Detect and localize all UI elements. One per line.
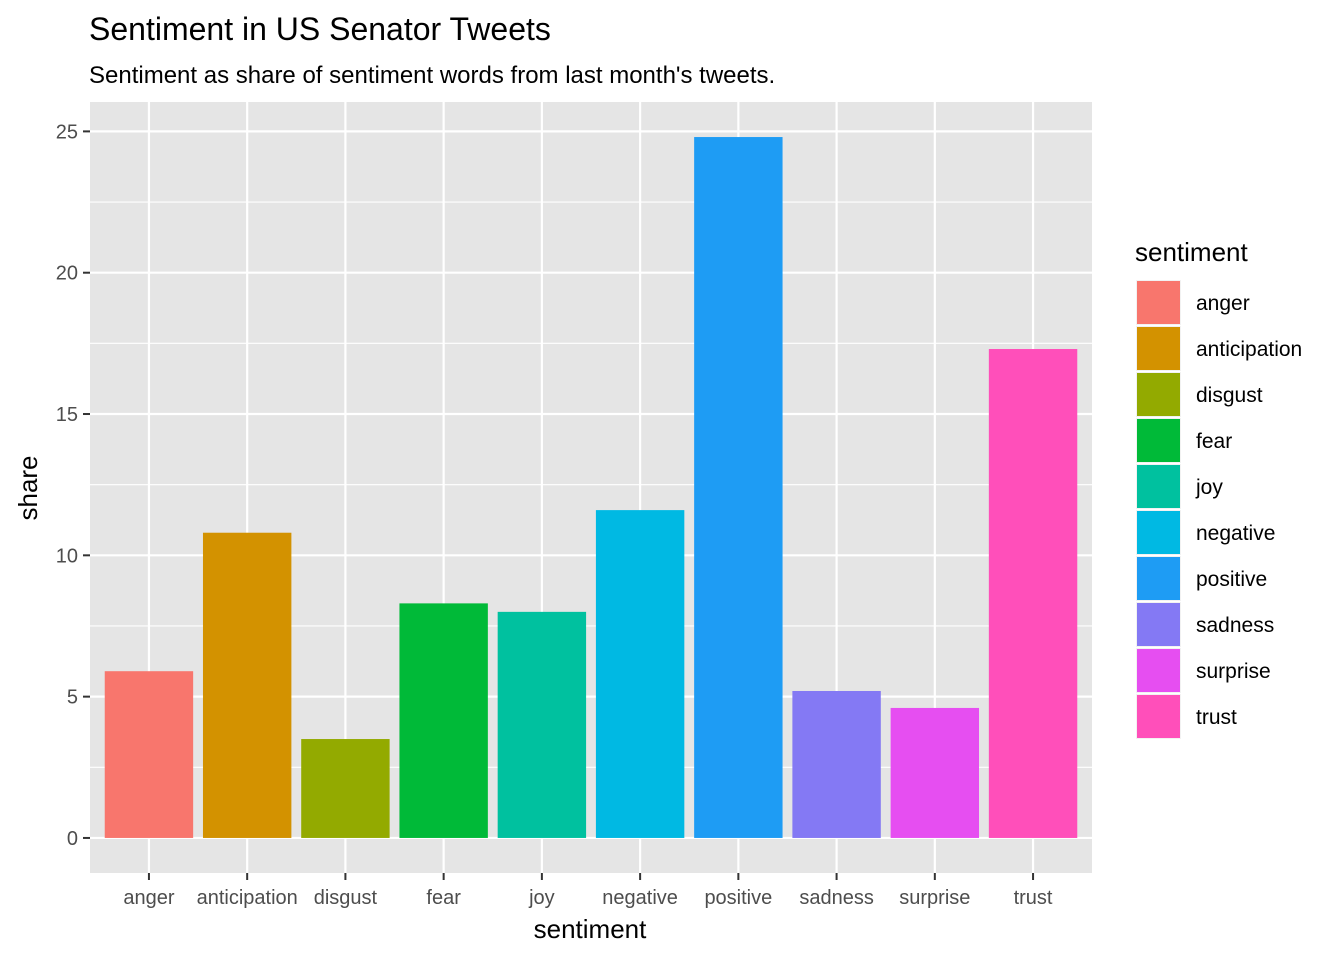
x-tick-label: joy [528,887,555,909]
y-tick-label: 0 [67,828,78,850]
chart-subtitle: Sentiment as share of sentiment words fr… [89,62,775,89]
legend-swatch-positive [1137,557,1180,600]
y-tick-label: 25 [56,121,78,143]
x-tick-label: anticipation [197,887,298,909]
x-axis-title: sentiment [534,914,647,944]
y-tick-label: 15 [56,404,78,426]
bar-anticipation [202,532,292,838]
y-tick-label: 20 [56,263,78,285]
legend: sentiment anger anticipation disgust fear jo… [1135,237,1302,739]
bar-surprise [890,707,980,838]
x-tick-label: negative [602,887,678,909]
x-axis: anger anticipation disgust fear joy negative p… [123,873,1053,909]
x-tick-label: surprise [899,887,970,909]
legend-label-joy: joy [1195,476,1223,499]
legend-label-sadness: sadness [1196,614,1274,637]
bar-fear [399,603,488,838]
legend-label-anger: anger [1196,292,1250,315]
legend-swatch-surprise [1137,649,1180,692]
bar-trust [988,349,1078,838]
x-tick-label: anger [123,887,174,909]
x-tick-label: disgust [314,887,378,909]
x-tick-label: positive [704,887,772,909]
chart-title: Sentiment in US Senator Tweets [89,11,551,47]
legend-swatch-sadness [1137,603,1180,646]
legend-swatch-disgust [1137,373,1180,416]
legend-label-surprise: surprise [1196,660,1271,683]
x-tick-label: trust [1014,887,1053,909]
legend-title: sentiment [1135,237,1248,267]
bar-disgust [301,739,390,838]
y-tick-label: 5 [67,687,78,709]
legend-swatch-anger [1137,281,1180,324]
legend-label-anticipation: anticipation [1196,338,1302,361]
legend-label-trust: trust [1196,706,1237,729]
legend-swatch-fear [1137,419,1180,462]
legend-items: anger anticipation disgust fear joy negative p… [1136,280,1302,739]
x-tick-label: fear [426,887,461,909]
x-tick-label: sadness [799,887,874,909]
legend-label-fear: fear [1196,430,1232,453]
y-tick-label: 10 [56,545,78,567]
bar-anger [104,671,194,838]
legend-label-positive: positive [1196,568,1267,591]
bars [104,137,1078,838]
legend-swatch-negative [1137,511,1180,554]
y-axis: 0 5 10 15 20 25 [56,121,90,850]
y-axis-title: share [13,455,43,520]
bar-sadness [792,690,881,838]
bar-joy [497,611,587,838]
bar-negative [595,510,685,838]
legend-swatch-anticipation [1137,327,1180,370]
bar-positive [694,137,783,838]
legend-swatch-joy [1137,465,1180,508]
legend-label-disgust: disgust [1196,384,1263,407]
legend-label-negative: negative [1196,522,1275,545]
legend-swatch-trust [1137,695,1180,738]
